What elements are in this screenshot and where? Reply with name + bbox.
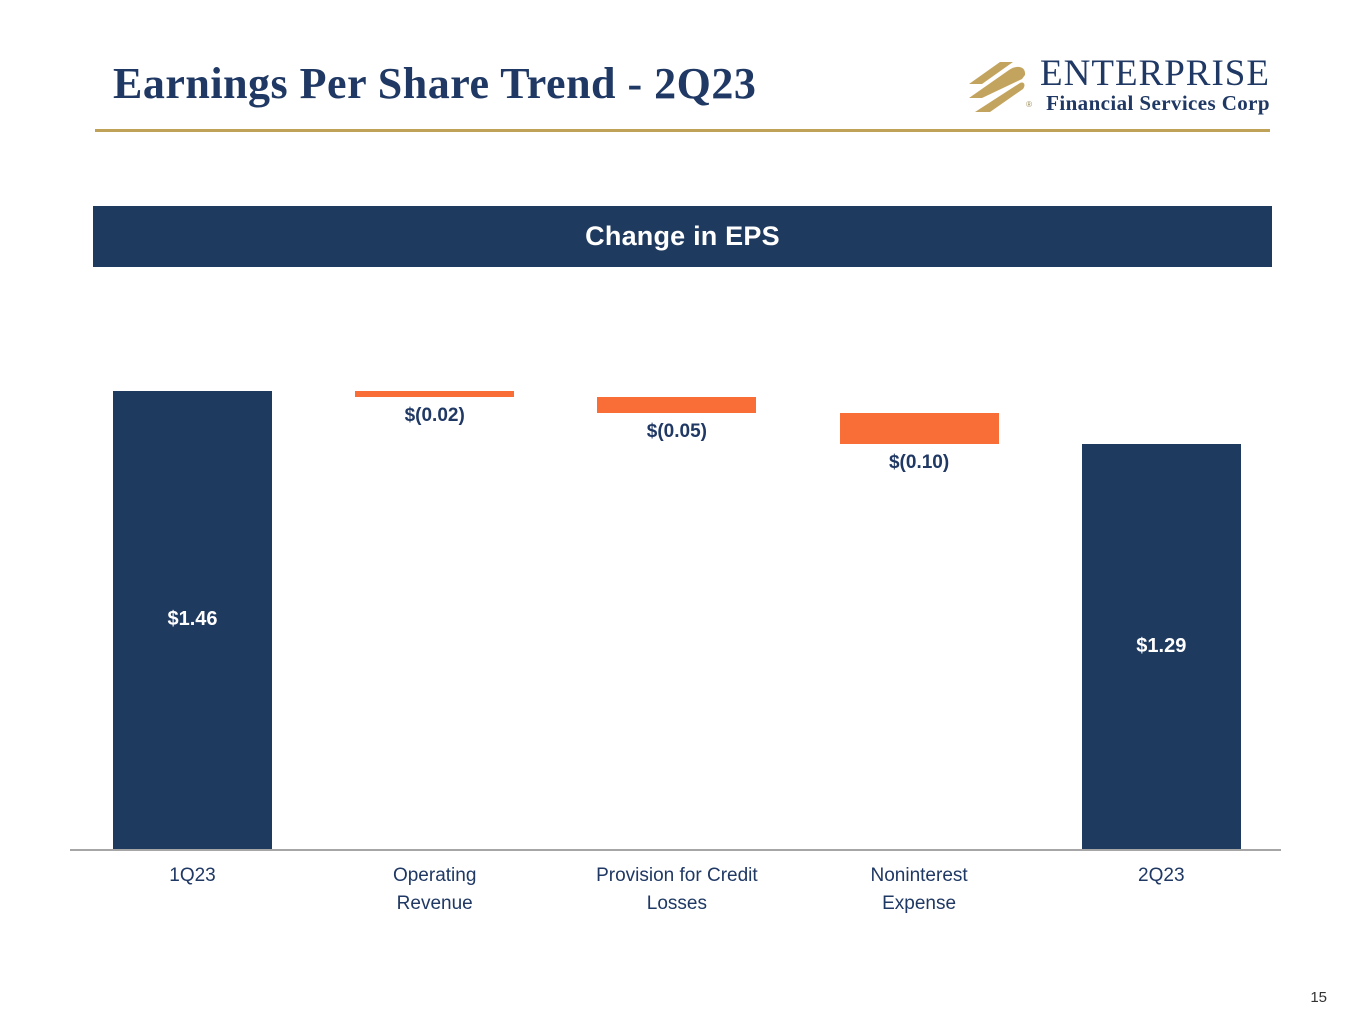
category-label-1q23: 1Q23	[169, 865, 216, 886]
chart-area: $1.46 1Q23 $(0.02) Operating Revenue $(0.05) P…	[70, 340, 1285, 920]
page-title: Earnings Per Share Trend - 2Q23	[113, 59, 757, 108]
title-divider	[95, 129, 1270, 132]
bar-1q23: $1.46	[113, 390, 272, 849]
bar-value-label: $1.46	[167, 608, 218, 631]
section-banner: Change in EPS	[93, 206, 1272, 267]
company-logo-text: ENTERPRISE Financial Services Corp	[1040, 55, 1270, 115]
category-label-provision-for-credit-losses: Provision for Credit Losses	[596, 865, 758, 914]
category-label-operating-revenue: Operating Revenue	[392, 865, 477, 914]
bar-2q23: $1.29	[1081, 444, 1241, 849]
bar-value-label: $(0.10)	[888, 452, 950, 474]
bar-provision-for-credit-losses	[597, 397, 757, 413]
bar-operating-revenue	[355, 390, 515, 398]
bar-value-label: $(0.02)	[404, 405, 465, 427]
x-axis-line	[70, 849, 1281, 851]
company-logo: ® ENTERPRISE Financial Services Corp	[960, 55, 1270, 115]
category-label-noninterest-expense: Noninterest Expense	[870, 865, 968, 914]
category-label-2q23: 2Q23	[1138, 865, 1185, 886]
company-logo-icon: ®	[960, 55, 1033, 113]
section-banner-title: Change in EPS	[585, 221, 780, 251]
company-name: ENTERPRISE	[1040, 53, 1270, 94]
bar-noninterest-expense	[839, 412, 999, 445]
registered-mark: ®	[1026, 100, 1033, 109]
company-tagline: Financial Services Corp	[1046, 91, 1270, 115]
bar-value-label: $(0.05)	[646, 420, 707, 442]
page-number: 15	[1310, 989, 1327, 1006]
bar-value-label: $1.29	[1136, 635, 1187, 658]
